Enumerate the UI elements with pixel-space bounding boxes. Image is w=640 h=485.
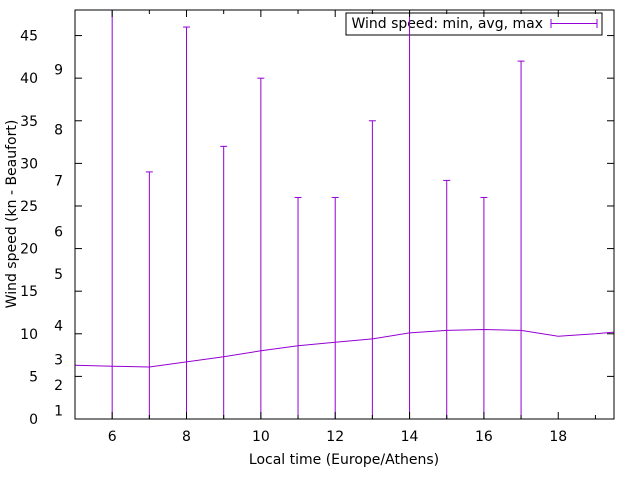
y-tick-label-beaufort: 1 xyxy=(54,403,63,419)
x-tick-label: 14 xyxy=(401,429,419,445)
x-tick-label: 8 xyxy=(182,429,191,445)
y-tick-label-beaufort: 8 xyxy=(54,122,63,138)
y-tick-label-knots: 20 xyxy=(20,242,38,258)
y-tick-label-knots: 35 xyxy=(20,114,38,130)
y-tick-label-knots: 40 xyxy=(20,71,38,87)
legend-box xyxy=(345,12,603,36)
x-tick-label: 12 xyxy=(326,429,344,445)
y-tick-label-beaufort: 2 xyxy=(54,378,63,394)
plot-border xyxy=(74,9,615,420)
y-tick-label-knots: 25 xyxy=(20,199,38,215)
x-tick-label: 10 xyxy=(252,429,270,445)
legend: Wind speed: min, avg, max xyxy=(345,12,603,36)
x-tick-label: 18 xyxy=(549,429,567,445)
y-tick-label-beaufort: 5 xyxy=(54,267,63,283)
x-axis-label: Local time (Europe/Athens) xyxy=(249,452,439,468)
y-tick-label-beaufort: 3 xyxy=(54,352,63,368)
legend-errorbar-sample xyxy=(550,19,598,28)
x-tick-label: 16 xyxy=(475,429,493,445)
series-layer xyxy=(74,10,615,420)
y-tick-label-knots: 15 xyxy=(20,284,38,300)
legend-label: Wind speed: min, avg, max xyxy=(351,16,543,32)
y-tick-label-beaufort: 4 xyxy=(54,318,63,334)
y-tick-label-knots: 0 xyxy=(29,412,38,428)
y-tick-label-beaufort: 7 xyxy=(54,173,63,189)
y-tick-label-knots: 45 xyxy=(20,29,38,45)
x-tick-label: 6 xyxy=(108,429,117,445)
y-tick-label-knots: 5 xyxy=(29,369,38,385)
y-tick-label-knots: 30 xyxy=(20,156,38,172)
avg-line xyxy=(74,328,615,368)
y-tick-label-knots: 10 xyxy=(20,327,38,343)
y-axis-label: Wind speed (kn - Beaufort) xyxy=(4,120,20,309)
y-tick-label-beaufort: 9 xyxy=(54,63,63,79)
y-tick-label-beaufort: 6 xyxy=(54,225,63,241)
